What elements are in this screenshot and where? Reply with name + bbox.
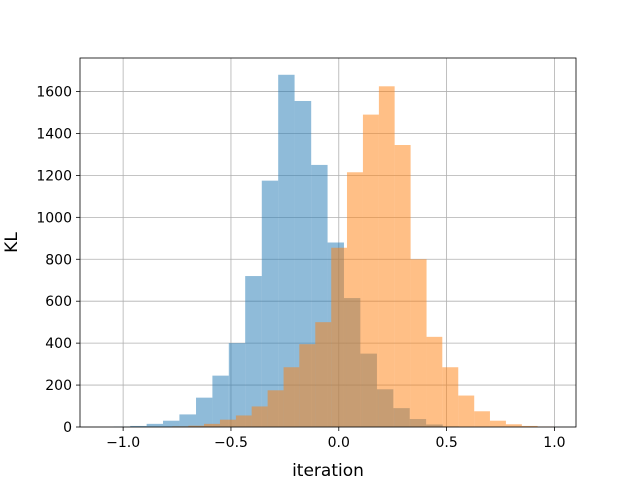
histogram-bar	[489, 420, 506, 427]
histogram-bar	[394, 145, 411, 427]
y-tick-label: 200	[45, 378, 72, 394]
histogram-bar	[130, 425, 147, 427]
x-tick-label: −1.0	[106, 435, 140, 451]
x-tick-label: −0.5	[214, 435, 248, 451]
histogram-bar	[267, 390, 284, 427]
histogram-bar	[219, 419, 236, 427]
histogram-bar	[378, 86, 395, 427]
y-tick-label: 1000	[36, 210, 72, 226]
histogram-bar	[163, 420, 180, 427]
histogram-bar	[362, 114, 379, 427]
y-tick-label: 1200	[36, 168, 72, 184]
x-axis-label: iteration	[292, 461, 364, 480]
histogram-bar	[521, 425, 538, 427]
histogram-bar	[228, 343, 246, 427]
histogram-bar	[196, 397, 213, 427]
histogram-bar	[251, 406, 268, 427]
y-axis-label: KL	[2, 232, 22, 253]
y-tick-label: 1600	[36, 85, 72, 101]
histogram-bar	[245, 276, 262, 427]
histogram-bar	[315, 322, 332, 427]
histogram-bar	[474, 411, 490, 427]
y-tick-label: 0	[63, 420, 72, 436]
y-tick-label: 1400	[36, 126, 72, 142]
histogram-bar	[204, 423, 220, 427]
histogram-bar	[212, 375, 229, 427]
histogram-bar	[426, 336, 443, 427]
histogram-bar	[331, 247, 347, 427]
x-tick-label: 0.5	[435, 435, 457, 451]
histogram-bar	[442, 367, 459, 427]
y-tick-label: 800	[45, 252, 72, 268]
histogram-bar	[299, 344, 316, 427]
series-1	[172, 86, 554, 427]
y-tick-label: 600	[45, 294, 72, 310]
histogram-bar	[278, 74, 295, 427]
histogram-bar	[283, 367, 300, 427]
x-tick-label: 1.0	[543, 435, 565, 451]
histogram-bar	[346, 172, 363, 427]
histogram-bar	[505, 424, 522, 427]
histogram-bar	[146, 423, 164, 427]
plot-frame	[79, 57, 577, 428]
histogram-bar	[458, 395, 475, 427]
bars	[113, 74, 554, 428]
x-tick-label: 0.0	[328, 435, 350, 451]
histogram-bar	[410, 259, 427, 427]
histogram-bar	[188, 425, 204, 427]
y-tick-label: 400	[45, 336, 72, 352]
histogram-bar	[261, 180, 279, 427]
ticks: −1.0 −0.5 0.0 0.5 1.0 0 200 400 600 800 1000 1200 14…	[36, 85, 565, 451]
histogram-bar	[179, 414, 197, 427]
histogram-bar	[235, 415, 252, 427]
